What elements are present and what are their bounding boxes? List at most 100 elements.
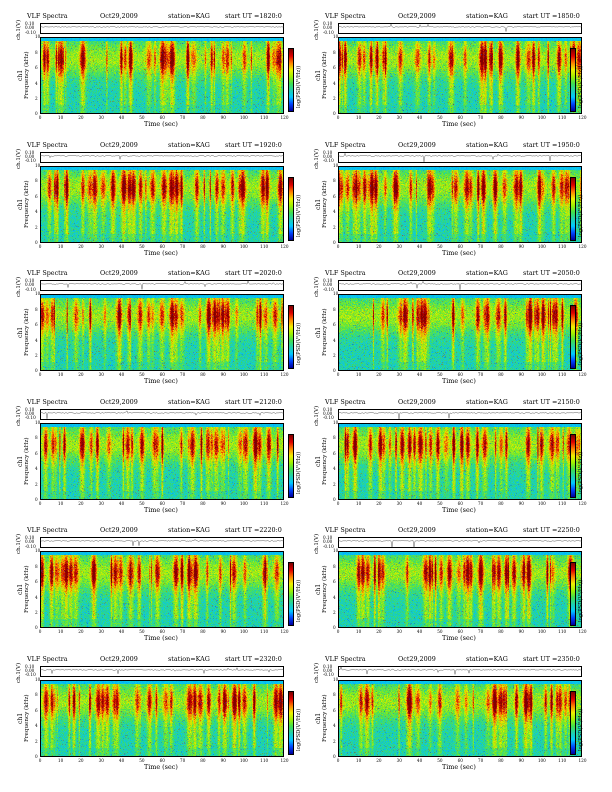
- time-axis-label: Time (sec): [144, 120, 178, 128]
- freq-tick-label: 10: [35, 676, 41, 682]
- amp-tick-label: 0.00: [323, 25, 333, 31]
- ch1-label: ch1: [315, 455, 322, 467]
- spectrogram-heatmap: [338, 165, 582, 243]
- amp-tick-label: -0.10: [323, 415, 334, 421]
- panel-title: VLF Spectra Oct29,2009 station=KAG start UT…: [0, 655, 306, 664]
- time-tick-label: 90: [518, 629, 524, 634]
- freq-tick-label: 2: [333, 610, 336, 615]
- time-tick-label: 80: [498, 115, 504, 120]
- title-station: station=KAG: [168, 12, 210, 20]
- time-tick-label: 20: [78, 629, 84, 634]
- ch1-trace: [39, 280, 285, 290]
- time-tick-label: 100: [239, 629, 248, 634]
- time-tick-label: 50: [437, 629, 443, 634]
- spectrogram-panel: VLF Spectra Oct29,2009 station=KAG start UT…: [298, 12, 604, 138]
- colorbar-label: log(PSD(V²/Hz)): [578, 194, 584, 237]
- spectrogram-heatmap: [338, 679, 582, 757]
- amp-axis-label: ch.1(V): [16, 19, 22, 40]
- title-station: station=KAG: [466, 397, 508, 406]
- colorbar: [570, 176, 576, 241]
- time-axis-label: Time (sec): [442, 248, 476, 257]
- amp-tick-label: 0.00: [323, 539, 333, 545]
- freq-tick-label: 8: [35, 563, 38, 569]
- time-tick-label: 110: [260, 757, 269, 763]
- spectrogram-heatmap: [338, 551, 582, 628]
- time-tick-label: 70: [179, 500, 186, 506]
- time-tick-label: 60: [159, 757, 165, 763]
- frequency-axis-label: Frequency (kHz): [322, 179, 328, 228]
- ch1-amplitude-strip: [40, 665, 284, 677]
- ch1-trace: [39, 410, 285, 419]
- colorbar: [570, 433, 576, 498]
- time-tick-label: 100: [239, 115, 248, 120]
- spectrogram-frame: [338, 551, 582, 628]
- time-tick-label: 120: [280, 115, 289, 120]
- ch1-label: ch1: [315, 69, 322, 81]
- title-start-ut: start UT =1820:0: [225, 12, 282, 20]
- freq-tick-label: 8: [333, 49, 336, 55]
- ch1-trace: [337, 539, 583, 548]
- time-tick-label: 110: [260, 500, 269, 506]
- time-tick-label: 10: [355, 500, 362, 506]
- freq-tick-label: 0: [333, 239, 336, 245]
- time-tick-label: 10: [355, 243, 362, 249]
- freq-tick-label: 8: [333, 178, 336, 184]
- time-tick-label: 40: [416, 243, 423, 249]
- time-tick-label: 0: [336, 629, 340, 634]
- time-tick-label: 10: [57, 500, 64, 506]
- time-tick-label: 100: [537, 500, 546, 506]
- time-axis-label: Time (sec): [144, 634, 178, 642]
- freq-tick-label: 6: [333, 707, 336, 713]
- amp-tick-label: 0.00: [25, 25, 35, 31]
- time-tick-label: 20: [376, 757, 382, 763]
- ch1-amplitude-strip: [40, 537, 284, 548]
- title-date: Oct29,2009: [100, 654, 138, 663]
- time-tick-label: 80: [498, 372, 504, 377]
- amp-axis-label: ch.1(V): [314, 276, 320, 297]
- ch1-label: ch1: [17, 712, 24, 724]
- time-tick-label: 40: [118, 372, 125, 377]
- amp-tick-label: 0.00: [25, 282, 35, 288]
- time-tick-label: 50: [437, 243, 443, 249]
- time-axis-label: Time (sec): [144, 762, 178, 771]
- time-tick-label: 90: [518, 115, 524, 120]
- time-tick-label: 80: [200, 243, 206, 249]
- title-left: VLF Spectra: [325, 140, 366, 149]
- frequency-axis-label: Frequency (kHz): [322, 308, 328, 356]
- title-left: VLF Spectra: [27, 269, 68, 277]
- time-tick-label: 20: [78, 372, 84, 377]
- time-tick-label: 20: [376, 115, 382, 120]
- freq-tick-label: 0: [35, 496, 38, 502]
- time-tick-label: 60: [457, 372, 463, 377]
- freq-tick-label: 4: [35, 594, 38, 600]
- time-tick-label: 60: [457, 757, 463, 763]
- time-tick-label: 10: [57, 243, 64, 249]
- time-tick-label: 90: [220, 243, 226, 249]
- frequency-axis-label: Frequency (kHz): [24, 436, 30, 485]
- title-left: VLF Spectra: [27, 397, 68, 406]
- time-tick-label: 100: [537, 115, 546, 120]
- spectrogram-frame: [40, 37, 284, 114]
- time-tick-label: 60: [159, 629, 165, 634]
- panel-title: VLF Spectra Oct29,2009 station=KAG start UT…: [0, 269, 306, 278]
- title-left: VLF Spectra: [325, 526, 366, 534]
- time-tick-label: 90: [518, 243, 524, 249]
- title-date: Oct29,2009: [398, 12, 436, 20]
- time-tick-label: 0: [38, 757, 42, 763]
- time-tick-label: 30: [98, 629, 104, 634]
- time-tick-label: 100: [537, 757, 546, 763]
- ch1-amplitude-strip: [40, 280, 284, 291]
- ch1-amplitude-strip: [338, 151, 582, 163]
- amp-tick-label: -0.10: [25, 672, 36, 678]
- panel-title: VLF Spectra Oct29,2009 station=KAG start UT…: [298, 398, 604, 407]
- spectrogram-panel: VLF Spectra Oct29,2009 station=KAG start UT…: [0, 269, 306, 395]
- time-tick-label: 50: [139, 243, 145, 249]
- ch1-trace: [39, 666, 285, 674]
- title-start-ut: start UT =1850:0: [523, 12, 580, 20]
- title-station: station=KAG: [168, 654, 210, 663]
- time-tick-label: 90: [220, 629, 226, 634]
- freq-tick-label: 6: [333, 193, 336, 199]
- time-tick-label: 20: [78, 500, 84, 506]
- spectrogram-frame: [338, 37, 582, 114]
- frequency-axis-label: Frequency (kHz): [322, 693, 328, 742]
